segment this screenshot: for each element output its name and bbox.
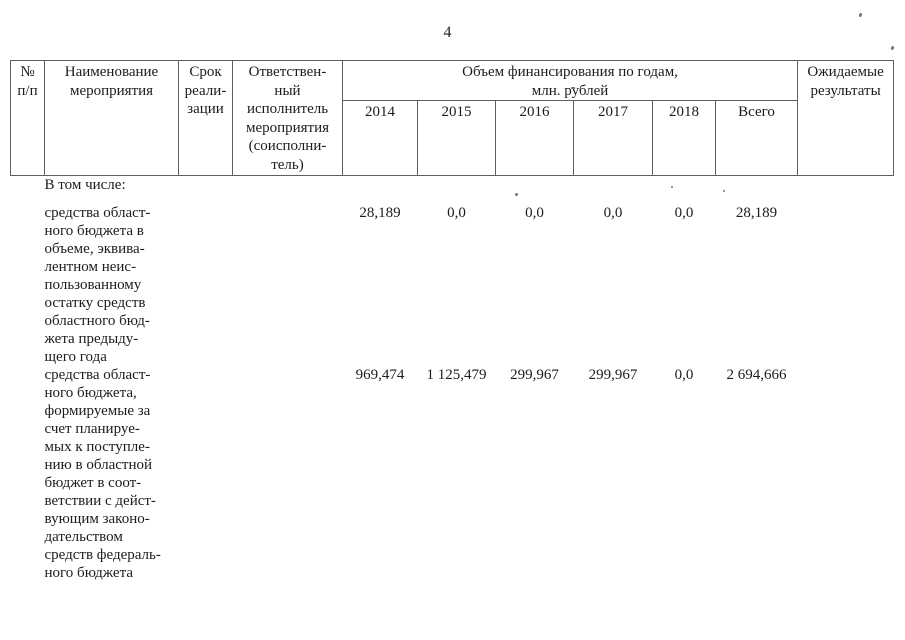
table-body: В том числе: средства област- ного бюдже… <box>11 176 894 583</box>
header-col-term: Срок реали- зации <box>178 60 233 176</box>
cell-value-2017 <box>574 176 653 205</box>
cell-value-total <box>716 176 798 205</box>
header-year-2015: 2015 <box>417 100 496 176</box>
cell-executor <box>233 366 343 582</box>
cell-value-2014: 28,189 <box>359 205 401 221</box>
header-year-2017: 2017 <box>573 100 653 176</box>
header-year-2016: 2016 <box>495 100 574 176</box>
cell-expected-results <box>798 176 894 205</box>
cell-executor <box>233 204 343 366</box>
cell-term <box>179 204 233 366</box>
cell-value-2016 <box>496 176 574 205</box>
cell-value-2016: 299,967 <box>510 367 559 383</box>
header-col-activity-name: Наименование мероприятия <box>44 60 179 176</box>
cell-value-2014: 969,474 <box>355 367 405 383</box>
cell-number <box>11 176 45 205</box>
scan-speck <box>890 45 895 51</box>
scan-speck <box>723 190 725 192</box>
cell-activity-name: средства област- ного бюджета в объеме, … <box>44 205 151 365</box>
cell-term <box>179 176 233 205</box>
cell-value-2014 <box>343 176 418 205</box>
cell-expected-results <box>798 366 894 582</box>
table-row-including: В том числе: <box>11 176 894 205</box>
table-row-regional-budget-federal-funds: средства област- ного бюджета, формируем… <box>11 366 894 582</box>
cell-value-2015: 1 125,479 <box>426 367 487 383</box>
header-col-expected-results: Ожидаемые результаты <box>797 60 895 176</box>
header-col-executor: Ответствен- ный исполнитель мероприятия … <box>232 60 343 176</box>
header-financing-group: Объем финансирования по годам, млн. рубл… <box>341 60 799 101</box>
cell-value-2015 <box>418 176 496 205</box>
header-col-number: № п/п <box>10 60 45 176</box>
page-number: 4 <box>443 24 452 41</box>
header-year-2018: 2018 <box>652 100 716 176</box>
cell-activity-name: В том числе: <box>44 177 126 193</box>
cell-value-2018: 0,0 <box>674 367 694 383</box>
cell-value-2018: 0,0 <box>674 205 694 221</box>
cell-term <box>179 366 233 582</box>
cell-value-2017: 299,967 <box>588 367 638 383</box>
cell-value-2017: 0,0 <box>603 205 623 221</box>
table-row-regional-budget-remainder: средства област- ного бюджета в объеме, … <box>11 204 894 366</box>
cell-number <box>11 204 45 366</box>
scan-speck <box>515 193 518 196</box>
cell-value-2018 <box>653 176 716 205</box>
financing-table: № п/п Наименование мероприятия Срок реал… <box>10 60 895 583</box>
header-year-2014: 2014 <box>342 100 418 176</box>
header-year-total: Всего <box>714 100 799 176</box>
cell-value-2016: 0,0 <box>525 205 544 221</box>
cell-executor <box>233 176 343 205</box>
cell-activity-name: средства област- ного бюджета, формируем… <box>44 367 161 581</box>
cell-value-total: 2 694,666 <box>726 367 787 383</box>
cell-value-2015: 0,0 <box>447 205 466 221</box>
scan-speck <box>858 12 863 18</box>
cell-expected-results <box>798 204 894 366</box>
table-header: № п/п Наименование мероприятия Срок реал… <box>10 60 895 176</box>
cell-value-total: 28,189 <box>735 205 778 221</box>
scan-speck <box>571 87 575 89</box>
scan-speck <box>671 186 673 188</box>
cell-number <box>11 366 45 582</box>
